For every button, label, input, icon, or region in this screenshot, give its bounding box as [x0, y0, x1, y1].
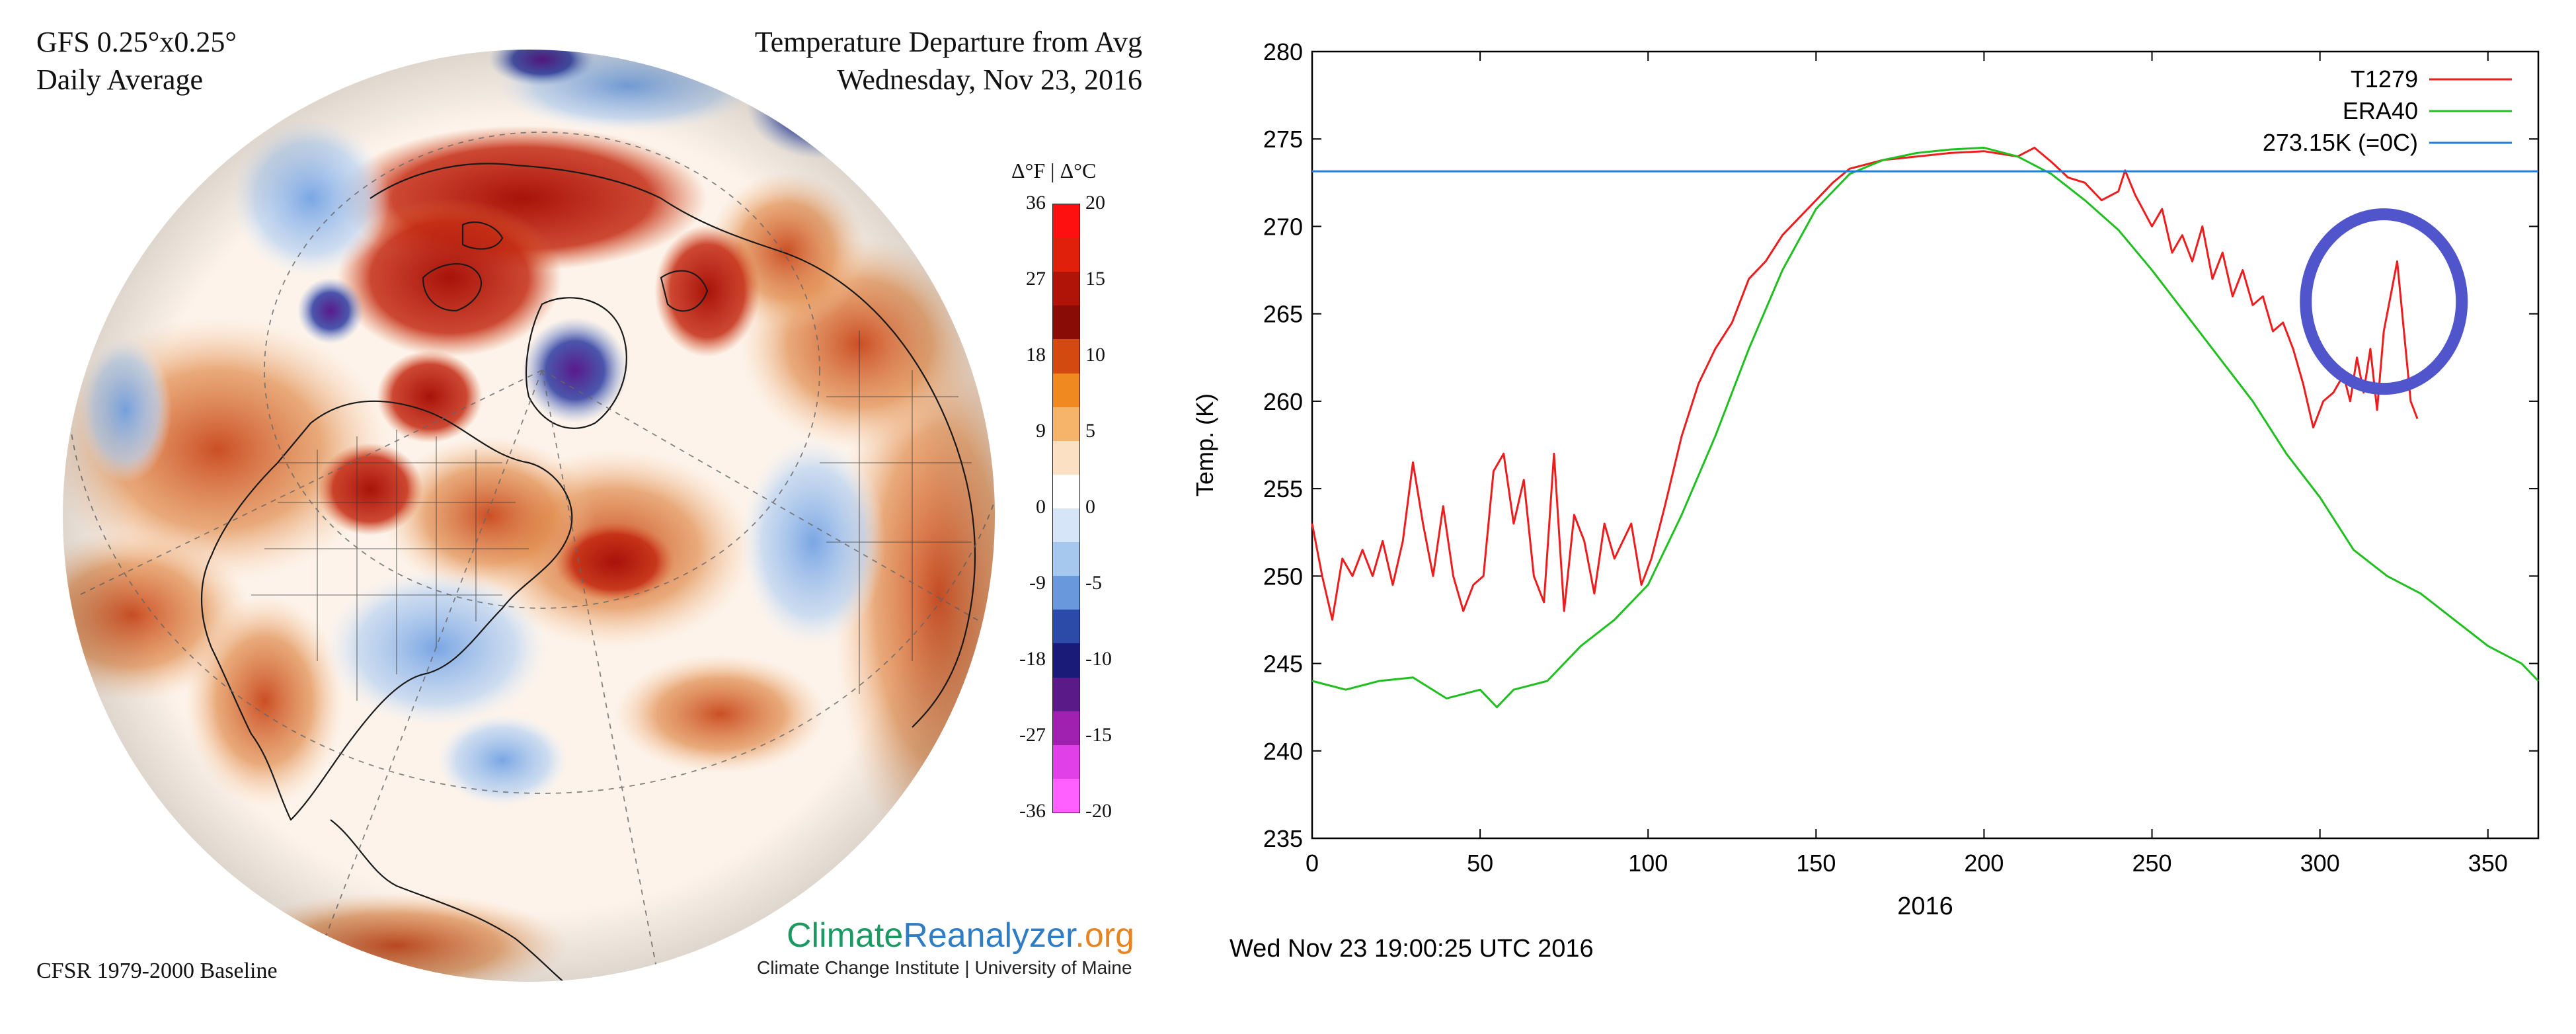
colorbar-c-tick: -15 — [1085, 724, 1112, 746]
institute-credit: Climate Change Institute | University of… — [757, 957, 1132, 978]
colorbar-swatch — [1053, 778, 1079, 813]
colorbar-f-tick: -27 — [1019, 724, 1046, 746]
colorbar-f-tick: -36 — [1019, 800, 1046, 822]
x-axis-label: 2016 — [1897, 893, 1953, 920]
colorbar-f-tick: 27 — [1026, 268, 1046, 290]
x-tick-label: 350 — [2468, 850, 2508, 877]
colorbar-c-tick: 0 — [1085, 496, 1095, 518]
colorbar-c-tick: -20 — [1085, 800, 1112, 822]
y-tick-label: 275 — [1263, 126, 1303, 153]
x-tick-label: 100 — [1628, 850, 1668, 877]
legend-label: 273.15K (=0C) — [2263, 129, 2418, 156]
y-tick-label: 255 — [1263, 475, 1303, 502]
colorbar-swatch — [1053, 711, 1079, 745]
colorbar-swatch — [1053, 339, 1079, 374]
colorbar-swatch — [1053, 474, 1079, 508]
colorbar-f-tick: 0 — [1036, 496, 1046, 518]
colorbar-swatch — [1053, 677, 1079, 711]
colorbar-swatch — [1053, 373, 1079, 407]
colorbar-swatch — [1053, 643, 1079, 678]
colorbar-swatch — [1053, 204, 1079, 239]
y-axis: 235 240 245 250 255 260 265 270 275 280 — [1263, 38, 2538, 852]
series-layer — [1311, 146, 2540, 709]
colorbar-c-tick: -5 — [1085, 572, 1102, 594]
colorbar-swatch — [1053, 305, 1079, 340]
colorbar-f-tick: -18 — [1019, 648, 1046, 670]
colorbar-c-tick: 20 — [1085, 192, 1105, 214]
x-tick-label: 150 — [1796, 850, 1836, 877]
y-tick-label: 270 — [1263, 213, 1303, 240]
map-title-left-1: GFS 0.25°x0.25° — [36, 26, 237, 58]
legend-label: ERA40 — [2343, 97, 2418, 124]
temperature-chart-panel: 235 240 245 250 255 260 265 270 275 280 0 50 100 150… — [1163, 0, 2576, 1031]
colorbar-swatch — [1053, 576, 1079, 610]
colorbar-c-tick: -10 — [1085, 648, 1112, 670]
x-tick-label: 50 — [1467, 850, 1493, 877]
highlight-circle — [2300, 208, 2468, 395]
colorbar-swatch — [1053, 407, 1079, 441]
colorbar-f-tick: 9 — [1036, 420, 1046, 442]
y-tick-label: 260 — [1263, 388, 1303, 415]
series-line-t1279 — [1311, 146, 2419, 621]
legend: T1279 ERA40 273.15K (=0C) — [2263, 65, 2512, 156]
y-axis-label: Temp. (K) — [1191, 393, 1218, 497]
colorbar-swatch — [1053, 744, 1079, 779]
legend-label: T1279 — [2351, 65, 2418, 93]
colorbar-swatch — [1053, 542, 1079, 577]
colorbar-strip — [1052, 204, 1080, 813]
colorbar-swatch — [1053, 272, 1079, 306]
timestamp: Wed Nov 23 19:00:25 UTC 2016 — [1229, 935, 1594, 963]
colorbar-swatch — [1053, 238, 1079, 272]
colorbar-c-tick: 10 — [1085, 344, 1105, 366]
y-tick-label: 280 — [1263, 38, 1303, 65]
x-tick-label: 250 — [2132, 850, 2172, 877]
annotation-layer — [2300, 208, 2468, 395]
colorbar-f-tick: 36 — [1026, 192, 1046, 214]
map-title-right-1: Temperature Departure from Avg — [754, 26, 1142, 58]
plot-frame — [1311, 50, 2540, 840]
map-title-left-2: Daily Average — [36, 63, 204, 96]
colorbar-c-tick: 5 — [1085, 420, 1095, 442]
temperature-map-panel: GFS 0.25°x0.25° Daily Average Temperatur… — [0, 0, 1163, 1031]
brand-climate: Climate — [787, 916, 904, 955]
x-tick-label: 200 — [1964, 850, 2004, 877]
brand-logo: ClimateReanalyzer.org — [787, 916, 1134, 955]
y-tick-label: 265 — [1263, 301, 1303, 328]
colorbar: Δ°F | Δ°C 36 27 18 9 0 -9 -18 -27 -36 20 15 10 5 0 -5… — [998, 152, 1130, 830]
colorbar-c-tick: 15 — [1085, 268, 1105, 290]
map-title-right-2: Wednesday, Nov 23, 2016 — [837, 63, 1142, 96]
baseline-note: CFSR 1979-2000 Baseline — [36, 959, 278, 983]
series-line-era40 — [1311, 146, 2540, 709]
y-tick-label: 245 — [1263, 651, 1303, 678]
y-tick-label: 250 — [1263, 563, 1303, 590]
x-axis: 0 50 100 150 200 250 300 350 — [1306, 52, 2508, 877]
brand-org: .org — [1075, 916, 1135, 955]
x-tick-label: 300 — [2300, 850, 2340, 877]
temperature-line-chart: 235 240 245 250 255 260 265 270 275 280 0 50 100 150… — [1191, 38, 2540, 963]
x-tick-label: 0 — [1306, 850, 1319, 877]
y-tick-label: 240 — [1263, 738, 1303, 765]
colorbar-header: Δ°F | Δ°C — [1011, 159, 1097, 182]
colorbar-swatch — [1053, 610, 1079, 644]
colorbar-swatch — [1053, 440, 1079, 475]
y-tick-label: 235 — [1263, 825, 1303, 852]
globe-map — [63, 50, 995, 982]
colorbar-f-tick: 18 — [1026, 344, 1046, 366]
colorbar-swatch — [1053, 508, 1079, 543]
colorbar-f-tick: -9 — [1029, 572, 1046, 594]
brand-reanalyzer: Reanalyzer — [903, 916, 1075, 955]
